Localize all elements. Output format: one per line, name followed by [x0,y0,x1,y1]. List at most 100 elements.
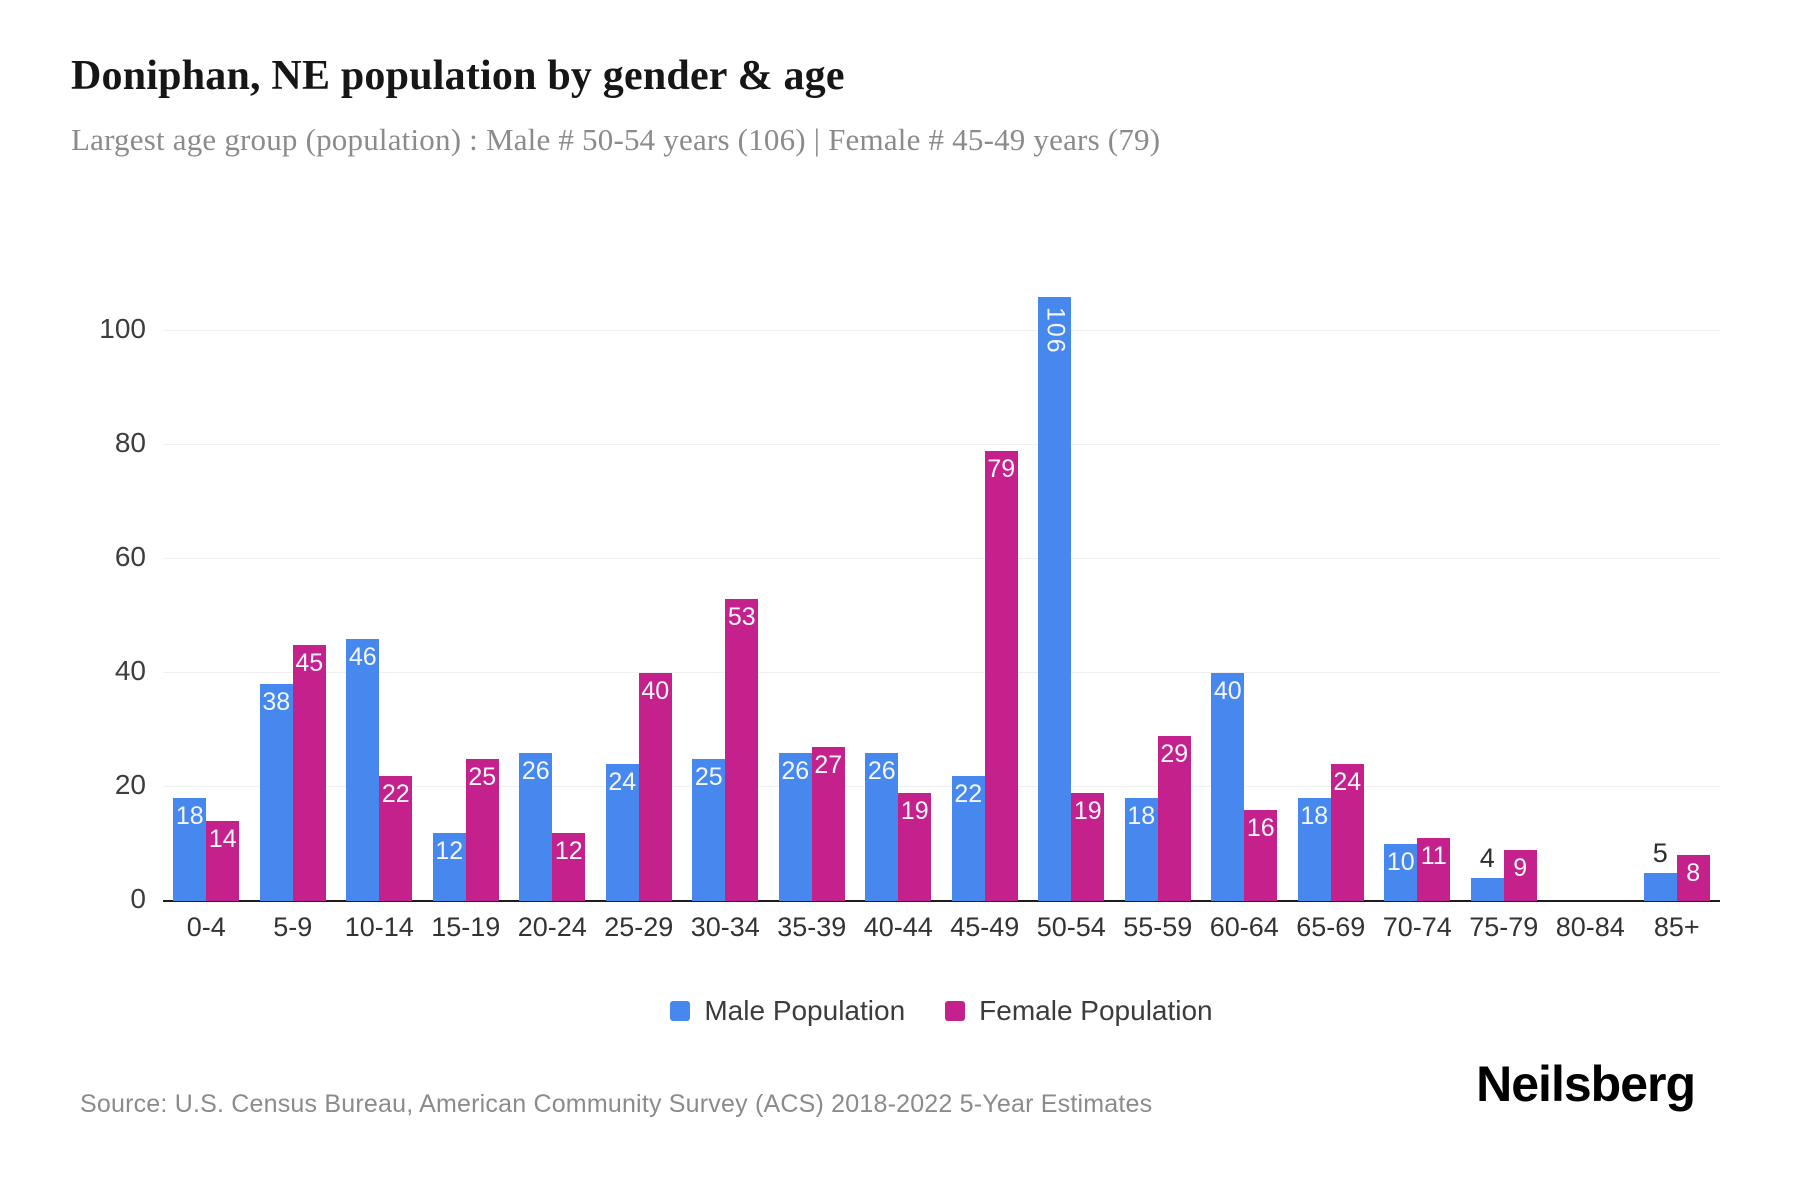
bar-male-35-39[interactable]: 26 [778,752,812,901]
bar-male-85+[interactable]: 5 [1643,839,1677,901]
bar-female-20-24[interactable]: 12 [552,832,586,901]
bar-female-35-39[interactable]: 27 [811,747,845,901]
bar-male-25-29[interactable]: 24 [605,764,639,901]
x-tick-30-34: 30-34 [690,912,760,942]
x-tick-85+: 85+ [1653,912,1700,942]
bar-value-label: 10 [1386,848,1415,876]
bar-male-60-64[interactable]: 40 [1211,673,1245,901]
bar-male-45-49[interactable]: 22 [951,775,985,901]
bar-value-label: 14 [208,825,237,854]
x-tick-75-79: 75-79 [1469,912,1539,942]
bar-value-label: 24 [608,768,637,797]
bar-group-30-34: 25 53 [682,283,768,901]
bar-value-label: 5 [1652,837,1668,868]
bar-female-30-34[interactable]: 53 [725,598,759,901]
gridline-100 [163,330,1720,331]
bar-female-5-9[interactable]: 45 [292,644,326,901]
x-tick-15-19: 15-19 [431,912,501,942]
bar-value-label: 4 [1479,843,1495,874]
bar-value-label: 19 [1073,796,1102,825]
bar-value-label: 26 [781,756,810,785]
bar-group-0-4: 18 14 [163,283,249,901]
bar-female-65-69[interactable]: 24 [1330,764,1364,901]
brand-logo[interactable]: Neilsberg [1476,1056,1696,1112]
bar-female-45-49[interactable]: 79 [984,450,1018,901]
bar-group-15-19: 12 25 [423,283,509,901]
legend-label: Female Population [979,995,1213,1026]
chart-subtitle: Largest age group (population) : Male # … [71,122,1161,158]
bar-female-40-44[interactable]: 19 [898,792,932,901]
x-tick-45-49: 45-49 [950,912,1020,942]
bar-value-label: 25 [694,762,723,791]
bar-value-label: 11 [1420,842,1447,871]
bar-value-label: 26 [521,756,550,785]
x-tick-55-59: 55-59 [1123,912,1193,942]
bar-value-label: 12 [435,836,464,865]
bar-group-60-64: 40 16 [1201,283,1287,901]
bar-female-75-79[interactable]: 9 [1503,849,1537,901]
bar-value-label: 40 [641,677,670,705]
bar-value-label: 25 [468,762,497,791]
bar-female-85+[interactable]: 8 [1676,855,1710,901]
bar-male-20-24[interactable]: 26 [519,752,553,901]
x-tick-10-14: 10-14 [344,912,414,942]
bar-value-label: 40 [1213,677,1242,705]
legend-label: Male Population [704,995,906,1026]
x-tick-5-9: 5-9 [273,912,313,942]
bar-group-20-24: 26 12 [509,283,595,901]
legend-swatch-icon [945,1001,966,1021]
y-tick-40: 40 [114,655,146,686]
bar-group-35-39: 26 27 [769,283,855,901]
bar-female-70-74[interactable]: 11 [1417,838,1451,901]
x-tick-40-44: 40-44 [863,912,933,942]
bar-group-5-9: 38 45 [250,283,336,901]
bar-female-55-59[interactable]: 29 [1157,735,1191,901]
bar-male-50-54[interactable]: 106 [1038,296,1072,901]
bar-value-label: 19 [900,796,929,825]
legend-swatch-icon [670,1001,691,1021]
bar-male-65-69[interactable]: 18 [1297,798,1331,901]
y-tick-100: 100 [99,313,146,344]
x-tick-20-24: 20-24 [517,912,587,942]
legend-item-male[interactable]: Male Population [670,995,905,1027]
bar-value-label: 53 [727,602,756,631]
bar-male-55-59[interactable]: 18 [1124,798,1158,901]
bar-value-label: 24 [1333,768,1362,797]
bar-female-15-19[interactable]: 25 [465,758,499,901]
bar-group-55-59: 18 29 [1115,283,1201,901]
bar-female-25-29[interactable]: 40 [638,673,672,901]
gridline-20 [163,786,1720,787]
bar-male-5-9[interactable]: 38 [259,684,293,901]
bar-female-60-64[interactable]: 16 [1244,809,1278,901]
bar-group-25-29: 24 40 [596,283,682,901]
bar-value-label: 22 [381,779,410,808]
bar-female-0-4[interactable]: 14 [206,821,240,901]
bar-value-label: 18 [1127,802,1156,831]
plot-area: 18 14 38 45 46 22 12 25 26 12 24 40 25 53 26 27 26 19 22 79… [163,283,1720,902]
bar-value-label: 79 [987,454,1016,483]
bar-value-label: 22 [954,779,983,808]
bar-male-15-19[interactable]: 12 [432,832,466,901]
y-tick-0: 0 [130,883,146,914]
bar-value-label: 45 [295,648,324,677]
bar-male-30-34[interactable]: 25 [692,758,726,901]
bar-male-0-4[interactable]: 18 [173,798,207,901]
x-tick-65-69: 65-69 [1296,912,1366,942]
bar-group-45-49: 22 79 [942,283,1028,901]
bar-male-70-74[interactable]: 10 [1384,844,1418,901]
bar-value-label: 46 [348,642,377,671]
gridline-60 [163,558,1720,559]
y-tick-20: 20 [114,769,146,800]
bar-group-80-84 [1547,283,1633,901]
chart-header: Doniphan, NE population by gender & age … [71,52,1731,158]
bar-male-10-14[interactable]: 46 [346,638,380,901]
bar-female-50-54[interactable]: 19 [1071,792,1105,901]
bar-value-label: 8 [1686,859,1701,888]
x-tick-50-54: 50-54 [1036,912,1106,942]
bar-group-40-44: 26 19 [855,283,941,901]
bar-female-10-14[interactable]: 22 [379,775,413,901]
x-tick-80-84: 80-84 [1555,912,1625,942]
bar-male-40-44[interactable]: 26 [865,752,899,901]
legend-item-female[interactable]: Female Population [945,995,1213,1027]
bar-male-75-79[interactable]: 4 [1470,845,1504,901]
